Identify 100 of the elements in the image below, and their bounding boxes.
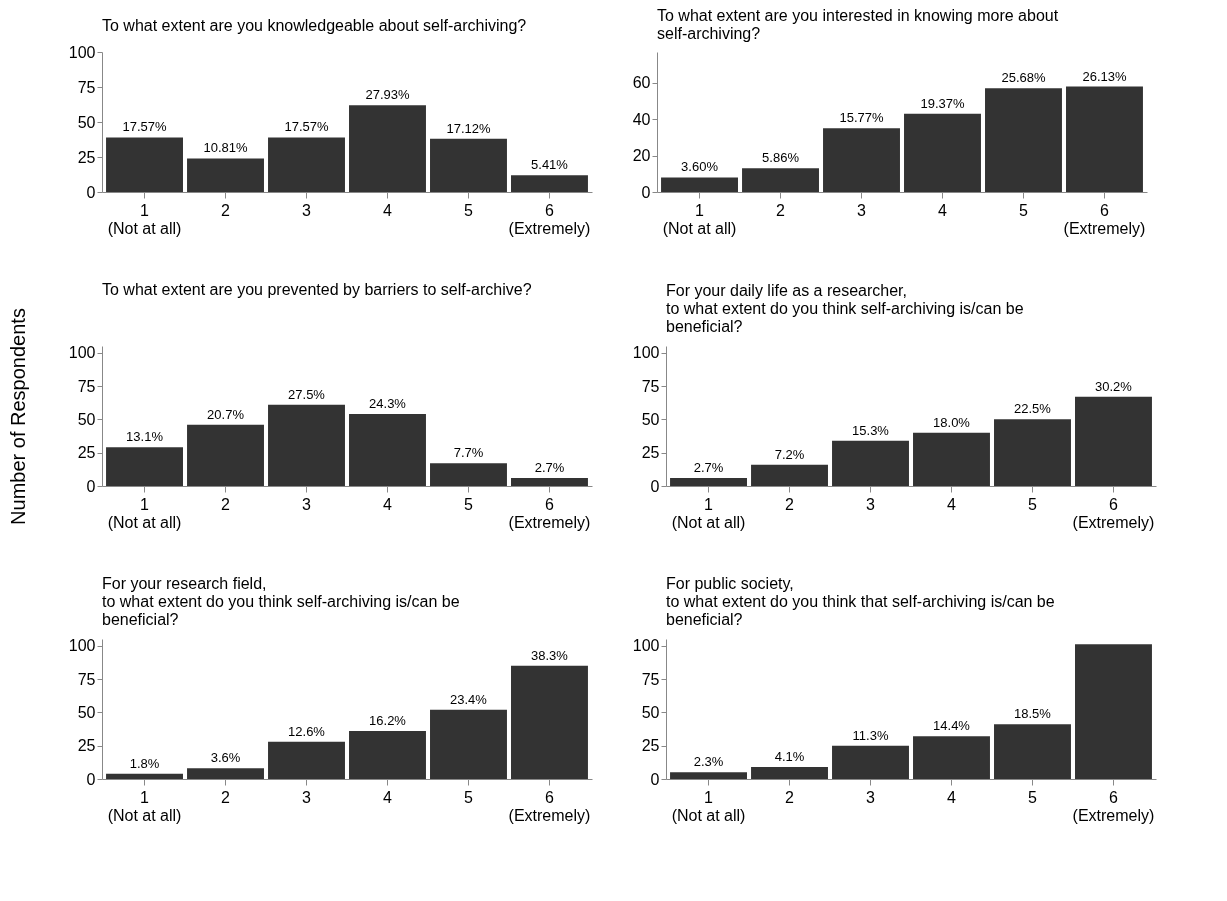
annotation: 20.7%: [207, 406, 245, 422]
bar: [661, 177, 738, 192]
x-tick-label: 3: [866, 788, 876, 806]
x-tick-label: 6 (Extremely): [1063, 201, 1146, 237]
annotation: 17.57%: [284, 119, 329, 135]
bar: [430, 463, 507, 486]
bar: [106, 137, 183, 192]
x-tick-label: 2: [785, 495, 795, 513]
x-tick-label: 2: [221, 495, 231, 513]
x-tick-label: 5: [464, 788, 474, 806]
annotation: 7.2%: [774, 446, 805, 462]
bar: [1066, 86, 1143, 192]
y-tick-label: 100: [68, 43, 96, 61]
annotation: 5.41%: [531, 157, 569, 173]
annotation: 3.6%: [210, 750, 241, 766]
x-tick-label: 5: [464, 201, 474, 219]
annotation: 38.3%: [531, 647, 569, 663]
annotation: 16.2%: [369, 713, 407, 728]
y-tick-label: 25: [641, 737, 660, 755]
x-tick-label: 1 (Not at all): [671, 788, 746, 824]
x-tick-label: 2: [785, 788, 795, 806]
y-tick-label: 0: [650, 770, 660, 788]
y-tick-label: 50: [77, 703, 96, 721]
annotation: 7.7%: [453, 445, 484, 461]
y-tick-label: 75: [641, 670, 660, 688]
bar: [832, 745, 909, 779]
bar: [187, 768, 264, 779]
bar: [430, 709, 507, 779]
chart-title: For your daily life as a researcher, to what extent do you think self-archiving is/can be beneficial?: [666, 281, 1024, 335]
bar: [670, 478, 747, 486]
x-tick-label: 4: [947, 495, 957, 513]
annotation: 17.12%: [446, 120, 491, 136]
y-tick-label: 100: [632, 637, 660, 655]
x-tick-label: 2: [221, 201, 231, 219]
annotation: 19.37%: [920, 95, 965, 111]
y-tick-label: 25: [77, 148, 96, 166]
x-tick-label: 4: [938, 201, 948, 219]
x-tick-label: 4: [383, 495, 393, 513]
annotation: 13.1%: [126, 429, 164, 445]
y-tick-label: 40: [632, 110, 651, 128]
y-tick-label: 75: [77, 78, 96, 96]
y-tick-label: 0: [86, 183, 96, 201]
x-tick-label: 5: [1028, 788, 1038, 806]
y-tick-label: 100: [68, 344, 96, 362]
y-axis-title: Number of Respondents: [6, 308, 29, 525]
y-tick-label: 100: [632, 344, 660, 362]
annotation: 18.5%: [1014, 706, 1052, 722]
x-tick-label: 3: [857, 201, 867, 219]
bar: [670, 772, 747, 779]
x-tick-label: 4: [383, 201, 393, 219]
bar: [913, 432, 990, 486]
annotation: 22.5%: [1014, 401, 1052, 417]
y-tick-label: 100: [68, 637, 96, 655]
x-tick-label: 5: [1019, 201, 1029, 219]
annotation: 14.4%: [933, 718, 971, 734]
y-tick-label: 0: [650, 477, 660, 495]
x-tick-label: 3: [866, 495, 876, 513]
bar: [106, 773, 183, 779]
bar: [511, 478, 588, 486]
bar: [511, 665, 588, 779]
x-tick-label: 3: [302, 495, 312, 513]
bar: [349, 105, 426, 192]
x-tick-label: 6 (Extremely): [508, 495, 591, 531]
bar: [511, 175, 588, 192]
annotation: 27.5%: [288, 386, 326, 402]
chart-title: To what extent are you knowledgeable about self-archiving?: [102, 17, 527, 34]
annotation: 2.3%: [693, 754, 724, 770]
bar: [349, 414, 426, 486]
x-tick-label: 1 (Not at all): [671, 495, 746, 531]
x-tick-label: 6 (Extremely): [508, 201, 591, 237]
bar: [430, 138, 507, 192]
y-tick-label: 25: [77, 444, 96, 462]
bar: [106, 447, 183, 486]
x-tick-label: 4: [947, 788, 957, 806]
bar: [994, 419, 1071, 486]
bar: [187, 424, 264, 486]
bar: [187, 158, 264, 192]
bar: [1075, 644, 1152, 779]
chart-title: For public society, to what extent do you think that self-archiving is/can be beneficial?: [666, 574, 1055, 628]
bar: [904, 113, 981, 192]
bar: [832, 440, 909, 486]
annotation: 26.13%: [1082, 68, 1127, 84]
y-tick-label: 50: [77, 113, 96, 131]
y-tick-label: 75: [77, 670, 96, 688]
y-tick-label: 50: [77, 410, 96, 428]
bar: [823, 128, 900, 192]
annotation: 23.4%: [450, 691, 488, 707]
bar: [349, 731, 426, 779]
annotation: 24.3%: [369, 396, 407, 411]
annotation: 17.57%: [122, 119, 168, 135]
x-tick-label: 6 (Extremely): [1072, 788, 1155, 824]
x-tick-label: 6 (Extremely): [1072, 495, 1155, 531]
y-tick-label: 50: [641, 703, 660, 721]
x-tick-label: 5: [1028, 495, 1038, 513]
bar: [913, 736, 990, 779]
x-tick-label: 1 (Not at all): [662, 201, 737, 237]
bar: [268, 404, 345, 486]
y-tick-label: 25: [77, 737, 96, 755]
annotation: 2.7%: [534, 460, 565, 475]
bar: [985, 88, 1062, 192]
